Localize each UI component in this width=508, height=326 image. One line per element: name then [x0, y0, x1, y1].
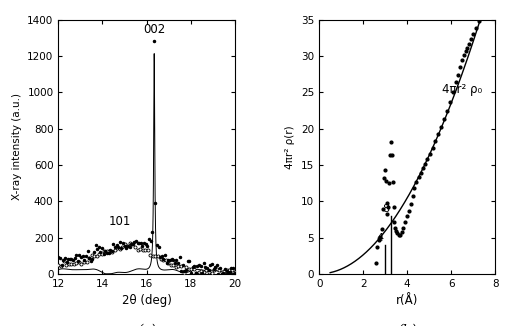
Text: 002: 002 [143, 23, 165, 36]
Y-axis label: 4πr² ρ(r): 4πr² ρ(r) [285, 125, 296, 169]
Text: 101: 101 [109, 215, 131, 229]
Y-axis label: X-ray intensity (a.u.): X-ray intensity (a.u.) [12, 93, 22, 200]
X-axis label: 2θ (deg): 2θ (deg) [121, 294, 171, 307]
Text: 8: 8 [383, 204, 390, 214]
Text: 4πr² ρ₀: 4πr² ρ₀ [442, 83, 483, 96]
Text: (b): (b) [397, 323, 417, 326]
Text: (a): (a) [137, 323, 156, 326]
Text: 4: 4 [376, 233, 384, 243]
X-axis label: r(Å): r(Å) [396, 294, 419, 307]
